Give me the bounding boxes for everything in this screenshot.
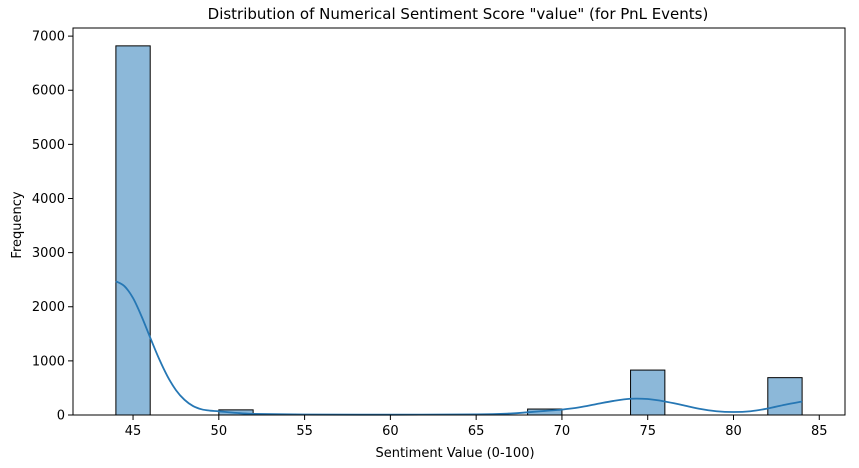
- histogram-bars: [115, 45, 803, 416]
- x-tick-label: 70: [554, 424, 571, 439]
- chart-title: Distribution of Numerical Sentiment Scor…: [208, 5, 709, 23]
- x-tick-label: 45: [125, 424, 142, 439]
- x-tick-label: 75: [639, 424, 656, 439]
- y-tick-label: 0: [57, 409, 65, 424]
- y-axis-label: Frequency: [10, 191, 25, 258]
- x-tick-label: 65: [468, 424, 485, 439]
- x-axis-label: Sentiment Value (0-100): [375, 446, 534, 461]
- y-tick-label: 1000: [32, 354, 65, 369]
- y-tick-label: 2000: [32, 300, 65, 315]
- histogram-bar: [630, 369, 666, 416]
- y-tick-label: 3000: [32, 246, 65, 261]
- histogram-bar: [115, 45, 151, 416]
- y-tick-label: 4000: [32, 192, 65, 207]
- x-axis-ticks: 45 50 55 60 65 70 75 80 85: [125, 415, 828, 439]
- histogram-bar: [767, 377, 803, 416]
- y-tick-label: 7000: [32, 30, 65, 45]
- plot-area-frame: [72, 27, 846, 416]
- y-axis-ticks: 0 1000 2000 3000 4000 5000 6000 7000: [32, 30, 73, 424]
- y-tick-label: 5000: [32, 138, 65, 153]
- x-tick-label: 50: [211, 424, 228, 439]
- y-tick-label: 6000: [32, 84, 65, 99]
- x-tick-label: 60: [382, 424, 399, 439]
- kde-curve: [115, 280, 803, 416]
- x-tick-label: 80: [725, 424, 742, 439]
- x-tick-label: 55: [296, 424, 313, 439]
- x-tick-label: 85: [811, 424, 828, 439]
